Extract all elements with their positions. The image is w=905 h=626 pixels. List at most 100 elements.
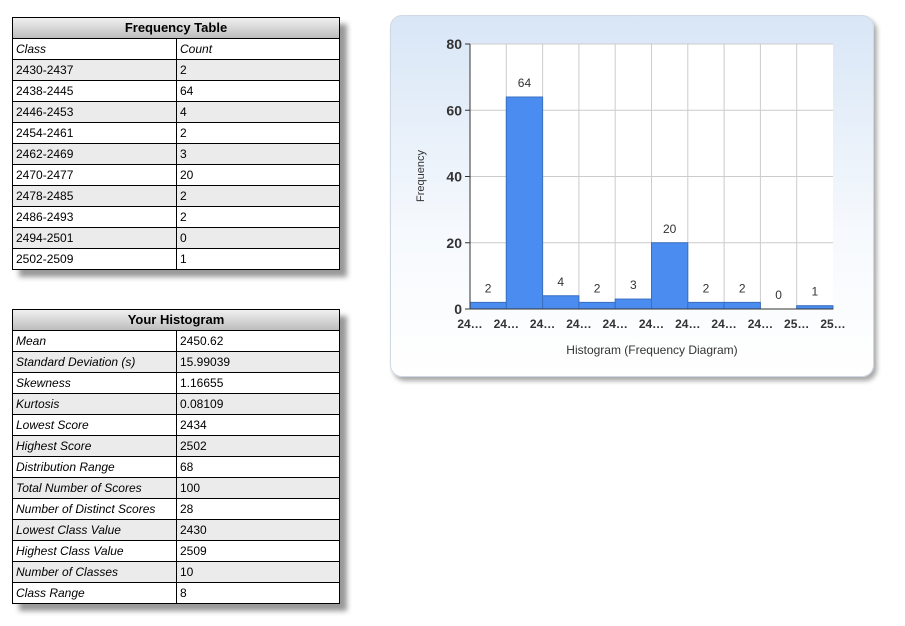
- table-row: Class Range 8: [13, 583, 339, 603]
- table-cell: 2: [180, 210, 187, 224]
- stats-table: Your Histogram Mean 2450.62 Standard Devia…: [12, 309, 340, 604]
- table-row: Number of Distinct Scores 28: [13, 499, 339, 520]
- data-label: 0: [775, 288, 782, 302]
- x-axis-label: Histogram (Frequency Diagram): [566, 343, 737, 357]
- table-cell: 4: [180, 105, 187, 119]
- table-cell: Lowest Score: [13, 415, 177, 435]
- table-cell: 2438-2445: [13, 81, 177, 101]
- table-cell: Lowest Class Value: [13, 520, 177, 540]
- table-row: 2446-2453 4: [13, 102, 339, 123]
- table-row: Number of Classes 10: [13, 562, 339, 583]
- table-cell: 2430: [180, 523, 207, 537]
- table-cell: Kurtosis: [13, 394, 177, 414]
- table-row: Highest Class Value 2509: [13, 541, 339, 562]
- x-tick-label: 24…: [494, 317, 519, 331]
- table-cell: 8: [180, 586, 187, 600]
- x-tick-label: 24…: [639, 317, 664, 331]
- table-cell: 2502: [180, 439, 207, 453]
- table-cell: 0.08109: [180, 397, 224, 411]
- table-row: Kurtosis 0.08109: [13, 394, 339, 415]
- data-label: 2: [485, 281, 492, 295]
- table-cell: 2446-2453: [13, 102, 177, 122]
- data-label: 2: [594, 281, 601, 295]
- table-cell: 2: [180, 63, 187, 77]
- table-row: 2470-2477 20: [13, 165, 339, 186]
- table-cell: 64: [180, 84, 194, 98]
- table-row: Lowest Class Value 2430: [13, 520, 339, 541]
- table-row: 2494-2501 0: [13, 228, 339, 249]
- x-tick-label: 24…: [675, 317, 700, 331]
- table-cell: 2509: [180, 544, 207, 558]
- table-cell: 2462-2469: [13, 144, 177, 164]
- x-tick-label: 24…: [530, 317, 555, 331]
- y-tick-label: 60: [446, 102, 462, 118]
- table-cell: 2470-2477: [13, 165, 177, 185]
- table-cell: 68: [180, 460, 194, 474]
- data-label: 1: [812, 285, 819, 299]
- y-tick-label: 0: [454, 301, 462, 317]
- y-tick-label: 40: [446, 169, 462, 185]
- table-cell: Number of Classes: [13, 562, 177, 582]
- x-tick-label: 24…: [711, 317, 736, 331]
- table-cell: 1.16655: [180, 376, 224, 390]
- table-cell: 100: [180, 481, 201, 495]
- bar: [578, 301, 616, 310]
- table-cell: 2: [180, 126, 187, 140]
- table-cell: 2450.62: [180, 334, 224, 348]
- bar: [469, 301, 507, 310]
- table-row: Highest Score 2502: [13, 436, 339, 457]
- table-row: Distribution Range 68: [13, 457, 339, 478]
- data-label: 2: [703, 281, 710, 295]
- table-title: Frequency Table: [13, 18, 339, 39]
- table-cell: 28: [180, 502, 194, 516]
- table-row: 2462-2469 3: [13, 144, 339, 165]
- table-title: Your Histogram: [13, 310, 339, 331]
- table-cell: Skewness: [13, 373, 177, 393]
- table-cell: 2434: [180, 418, 207, 432]
- table-row: Lowest Score 2434: [13, 415, 339, 436]
- table-cell: Highest Class Value: [13, 541, 177, 561]
- table-row: Mean 2450.62: [13, 331, 339, 352]
- bar: [687, 301, 725, 310]
- table-cell: 2486-2493: [13, 207, 177, 227]
- table-cell: 0: [180, 231, 187, 245]
- y-tick-label: 80: [446, 36, 462, 52]
- table-row: Standard Deviation (s) 15.99039: [13, 352, 339, 373]
- table-cell: 1: [180, 252, 187, 266]
- table-cell: 3: [180, 147, 187, 161]
- table-cell: 2502-2509: [13, 249, 177, 269]
- table-cell: 2494-2501: [13, 228, 177, 248]
- data-label: 2: [739, 281, 746, 295]
- table-cell: 2430-2437: [13, 60, 177, 80]
- bar: [651, 242, 689, 310]
- data-label: 3: [630, 278, 637, 292]
- x-tick-label: 24…: [603, 317, 628, 331]
- table-cell: 2: [180, 189, 187, 203]
- table-cell: Number of Distinct Scores: [13, 499, 177, 519]
- table-cell: 10: [180, 565, 194, 579]
- x-tick-label: 25…: [820, 317, 845, 331]
- x-tick-label: 24…: [566, 317, 591, 331]
- table-row: 2454-2461 2: [13, 123, 339, 144]
- y-axis-label: Frequency: [415, 150, 427, 202]
- table-cell: 20: [180, 168, 194, 182]
- x-tick-label: 24…: [457, 317, 482, 331]
- table-row: Total Number of Scores 100: [13, 478, 339, 499]
- frequency-table: Frequency Table Class Count 2430-2437 2 24…: [12, 17, 340, 270]
- table-row: 2486-2493 2: [13, 207, 339, 228]
- table-row: 2430-2437 2: [13, 60, 339, 81]
- table-header: Class Count: [13, 39, 339, 60]
- x-tick-label: 24…: [748, 317, 773, 331]
- data-label: 64: [518, 76, 532, 90]
- table-cell: Class Range: [13, 583, 177, 603]
- x-tick-label: 25…: [784, 317, 809, 331]
- bar: [614, 298, 653, 310]
- table-cell: 2478-2485: [13, 186, 177, 206]
- data-label: 4: [557, 275, 564, 289]
- table-cell: 2454-2461: [13, 123, 177, 143]
- table-row: Skewness 1.16655: [13, 373, 339, 394]
- table-row: 2438-2445 64: [13, 81, 339, 102]
- table-cell: Standard Deviation (s): [13, 352, 177, 372]
- table-cell: 15.99039: [180, 355, 231, 369]
